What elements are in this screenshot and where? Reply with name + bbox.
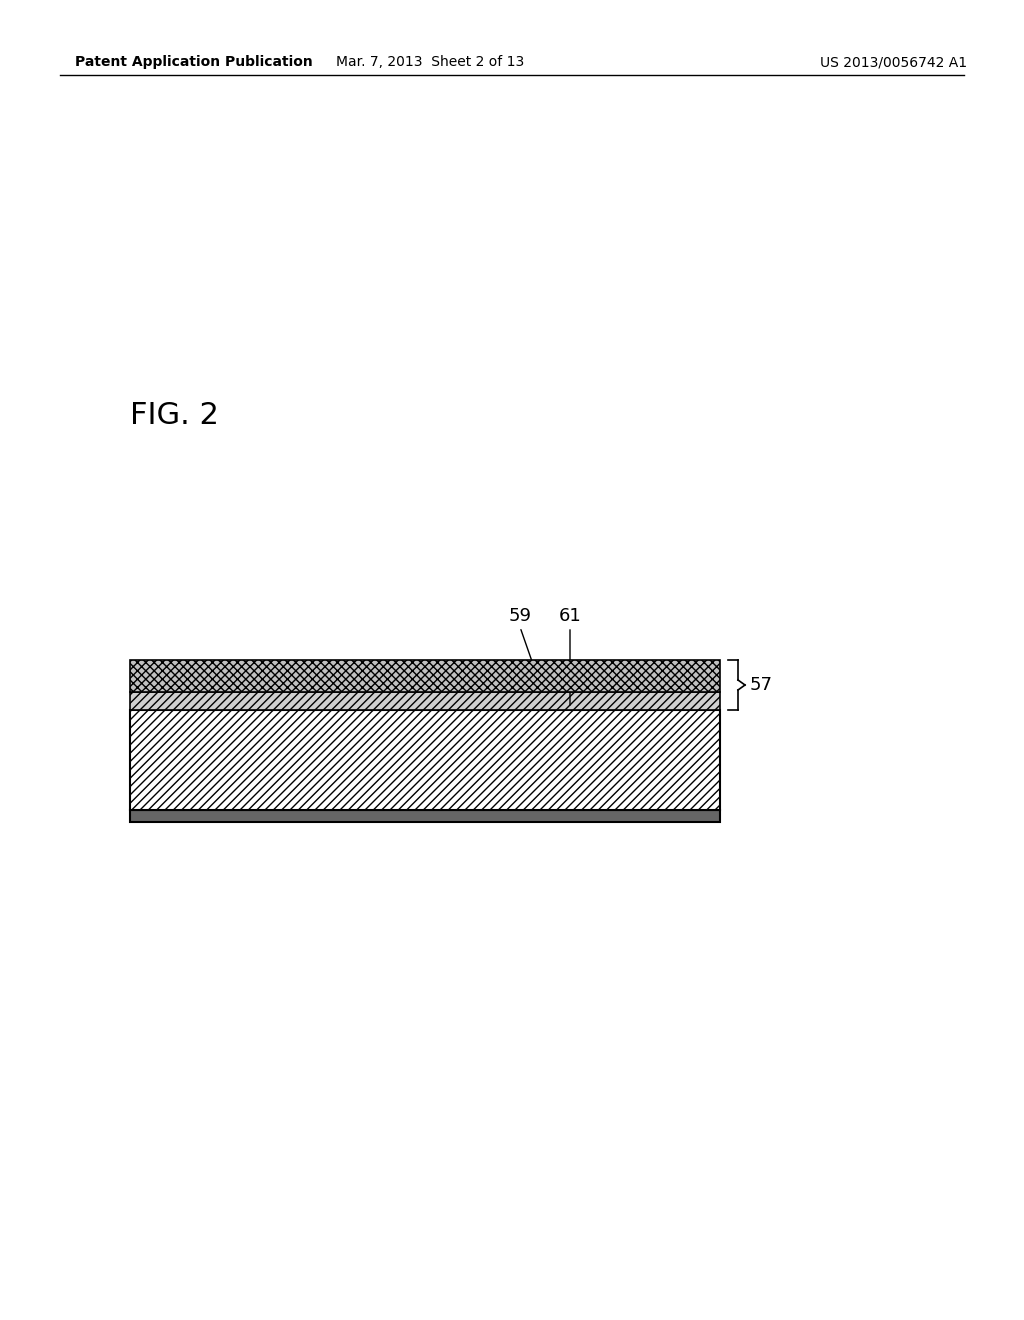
Text: Mar. 7, 2013  Sheet 2 of 13: Mar. 7, 2013 Sheet 2 of 13 (336, 55, 524, 69)
Bar (130, 692, 720, 710)
Bar (130, 810, 720, 822)
Bar (130, 710, 720, 810)
Bar (130, 660, 720, 692)
Text: 59: 59 (509, 607, 531, 624)
Text: Patent Application Publication: Patent Application Publication (75, 55, 312, 69)
Text: 57: 57 (750, 676, 773, 694)
Text: 61: 61 (559, 607, 582, 624)
Text: FIG. 2: FIG. 2 (130, 400, 219, 429)
Text: US 2013/0056742 A1: US 2013/0056742 A1 (820, 55, 967, 69)
